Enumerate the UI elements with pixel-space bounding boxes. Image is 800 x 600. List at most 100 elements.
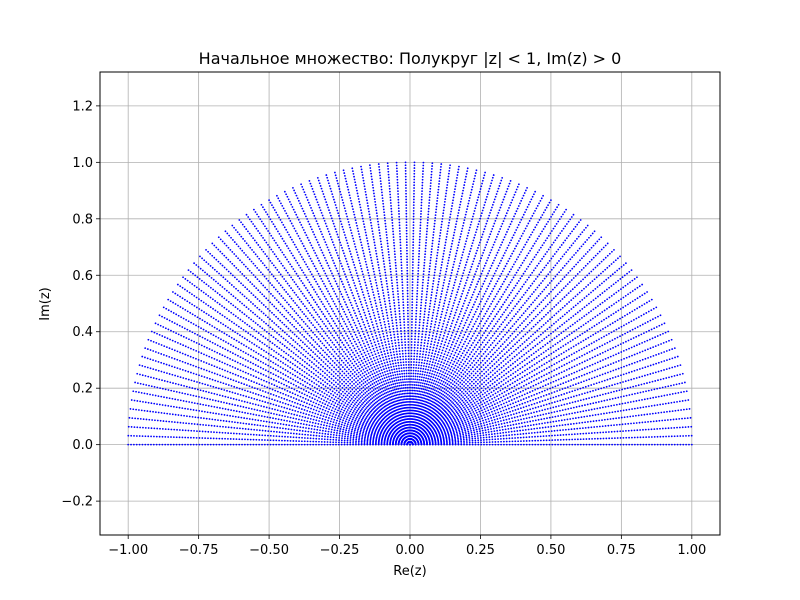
scatter-point bbox=[456, 436, 459, 438]
scatter-point bbox=[358, 437, 361, 440]
scatter-point bbox=[375, 334, 378, 337]
scatter-point bbox=[393, 368, 396, 371]
scatter-point bbox=[382, 380, 385, 383]
scatter-point bbox=[465, 319, 468, 322]
scatter-point bbox=[321, 432, 324, 435]
scatter-point bbox=[392, 325, 394, 328]
scatter-point bbox=[327, 417, 330, 419]
scatter-point bbox=[449, 355, 452, 358]
scatter-point bbox=[431, 364, 433, 366]
scatter-point bbox=[339, 428, 342, 430]
scatter-point bbox=[303, 370, 306, 373]
scatter-point bbox=[511, 357, 514, 360]
scatter-point bbox=[497, 404, 500, 407]
scatter-point bbox=[468, 410, 471, 413]
scatter-point bbox=[361, 340, 364, 342]
scatter-point bbox=[474, 388, 477, 391]
scatter-point bbox=[370, 351, 373, 354]
scatter-point bbox=[425, 374, 428, 377]
scatter-point bbox=[497, 386, 500, 389]
scatter-point bbox=[516, 384, 518, 386]
scatter-point bbox=[457, 380, 460, 383]
scatter-point bbox=[520, 443, 522, 446]
scatter-point bbox=[496, 342, 499, 345]
scatter-point bbox=[345, 359, 348, 362]
scatter-point bbox=[528, 404, 530, 407]
scatter-point bbox=[529, 420, 532, 423]
scatter-point bbox=[322, 383, 325, 386]
scatter-point bbox=[459, 411, 462, 414]
scatter-point bbox=[309, 388, 312, 391]
scatter-point bbox=[448, 349, 451, 351]
scatter-point bbox=[463, 440, 465, 443]
scatter-point bbox=[543, 417, 546, 420]
scatter-point bbox=[454, 323, 457, 326]
scatter-point bbox=[343, 320, 346, 323]
scatter-point bbox=[506, 385, 509, 387]
scatter-point bbox=[434, 392, 437, 395]
scatter-point bbox=[500, 376, 503, 378]
scatter-point bbox=[498, 382, 500, 385]
scatter-point bbox=[434, 353, 436, 355]
scatter-point bbox=[372, 369, 375, 372]
scatter-point bbox=[457, 353, 460, 356]
scatter-point bbox=[445, 356, 448, 359]
scatter-point bbox=[358, 435, 361, 438]
scatter-point bbox=[424, 339, 426, 342]
scatter-point bbox=[501, 392, 503, 395]
scatter-point bbox=[327, 430, 330, 433]
scatter-point bbox=[392, 389, 394, 392]
scatter-point bbox=[538, 423, 541, 425]
scatter-point bbox=[394, 382, 397, 385]
scatter-point bbox=[446, 397, 449, 400]
scatter-point bbox=[393, 394, 396, 397]
scatter-point bbox=[360, 426, 363, 428]
scatter-point bbox=[318, 432, 321, 435]
scatter-point bbox=[386, 361, 389, 364]
scatter-point bbox=[504, 428, 507, 431]
scatter-point bbox=[374, 317, 377, 320]
scatter-point bbox=[486, 406, 489, 409]
scatter-point bbox=[340, 425, 343, 428]
scatter-point bbox=[435, 390, 438, 392]
scatter-point bbox=[355, 343, 358, 346]
scatter-point bbox=[389, 363, 392, 366]
scatter-point bbox=[477, 425, 480, 428]
scatter-point bbox=[501, 343, 504, 346]
scatter-point bbox=[436, 330, 439, 332]
scatter-point bbox=[460, 348, 462, 351]
scatter-point bbox=[483, 377, 486, 380]
scatter-point bbox=[364, 384, 367, 387]
scatter-point bbox=[355, 433, 358, 436]
scatter-point bbox=[302, 426, 305, 429]
scatter-point bbox=[321, 429, 324, 432]
scatter-point bbox=[466, 426, 469, 429]
scatter-point bbox=[403, 332, 406, 335]
scatter-point bbox=[292, 436, 295, 439]
scatter-point bbox=[459, 332, 462, 335]
scatter-point bbox=[284, 431, 287, 434]
scatter-point bbox=[507, 349, 510, 352]
scatter-point bbox=[476, 406, 479, 409]
scatter-point bbox=[282, 427, 284, 430]
scatter-point bbox=[517, 419, 520, 422]
scatter-point bbox=[413, 346, 416, 349]
scatter-point bbox=[489, 380, 492, 383]
scatter-point bbox=[395, 319, 398, 321]
scatter-point bbox=[350, 342, 353, 345]
scatter-point bbox=[522, 414, 524, 417]
scatter-point bbox=[390, 313, 393, 316]
scatter-point bbox=[473, 392, 476, 395]
scatter-point bbox=[366, 387, 368, 389]
scatter-point bbox=[371, 393, 373, 396]
scatter-point bbox=[407, 341, 410, 343]
scatter-point bbox=[360, 328, 363, 330]
scatter-point bbox=[427, 389, 430, 392]
scatter-point bbox=[360, 353, 363, 356]
scatter-point bbox=[315, 440, 318, 443]
scatter-point bbox=[439, 376, 442, 379]
scatter-point bbox=[521, 425, 524, 428]
scatter-point bbox=[379, 378, 382, 381]
scatter-point bbox=[491, 419, 493, 422]
scatter-point bbox=[345, 370, 348, 373]
